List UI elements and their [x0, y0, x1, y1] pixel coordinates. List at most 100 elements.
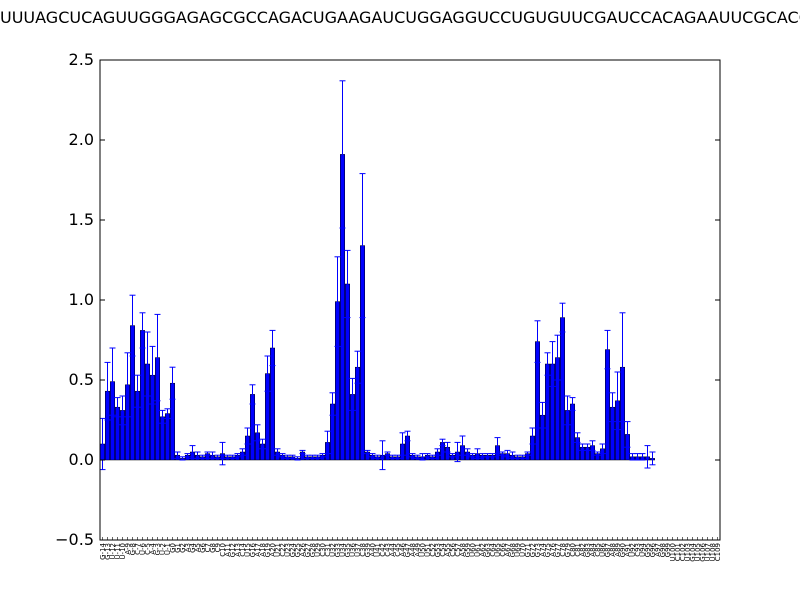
bar — [140, 330, 145, 461]
x-tick-label: C57 — [454, 543, 462, 557]
x-tick-label: U50 — [419, 543, 427, 557]
x-tick-label: A17 — [254, 543, 262, 557]
x-tick-label: C64 — [489, 542, 497, 556]
x-tick-label: U60 — [469, 543, 477, 557]
x-tick-label: U103 — [684, 543, 692, 561]
x-tick-label: G12 — [229, 543, 237, 557]
x-tick-label: C56 — [449, 542, 457, 556]
x-tick-label: C45 — [394, 543, 402, 557]
x-tick-label: U34 — [339, 542, 347, 557]
x-tick-label: A48 — [409, 543, 417, 557]
x-tick-label: U36 — [349, 542, 357, 557]
x-tick-label: A74 — [539, 542, 547, 556]
x-tick-label: A62 — [479, 543, 487, 557]
y-tick-label: 0.0 — [69, 450, 94, 469]
x-tick-label: C109 — [714, 543, 722, 561]
x-tick-label: U-1 — [164, 543, 172, 555]
x-tick-label: G-13 — [104, 543, 112, 560]
x-tick-label: G72 — [529, 543, 537, 557]
x-tick-label: U69 — [514, 543, 522, 557]
x-tick-label: U23 — [284, 543, 292, 557]
x-tick-label: A-4 — [149, 542, 157, 554]
x-tick-label: G27 — [304, 543, 312, 557]
x-tick-label: G19 — [264, 543, 272, 557]
bar — [560, 317, 565, 461]
x-tick-label: G47 — [404, 543, 412, 557]
x-tick-label: G4 — [189, 542, 197, 552]
x-tick-label: A55 — [444, 543, 452, 557]
x-tick-label: A84 — [589, 542, 597, 556]
x-tick-label: U70 — [519, 543, 527, 557]
x-tick-label: G98 — [659, 543, 667, 557]
x-tick-label: U32 — [329, 543, 337, 557]
x-tick-label: C38 — [359, 543, 367, 557]
x-tick-label: C85 — [594, 543, 602, 557]
x-tick-label: G68 — [509, 543, 517, 557]
x-tick-label: A26 — [299, 542, 307, 556]
x-tick-label: G77 — [554, 543, 562, 557]
x-tick-label: A3 — [184, 543, 192, 552]
x-tick-label: G96 — [649, 542, 657, 557]
x-tick-label: A89 — [614, 543, 622, 557]
x-tick-label: A5 — [194, 543, 202, 552]
x-tick-label: U-10 — [119, 543, 127, 560]
y-tick-label: 2.5 — [69, 50, 94, 69]
x-tick-label: G99 — [664, 543, 672, 557]
x-tick-label: U94 — [639, 542, 647, 557]
x-tick-label: C22 — [279, 543, 287, 557]
x-tick-label: U-6 — [139, 542, 147, 555]
x-tick-label: A76 — [549, 542, 557, 556]
x-tick-label: G28 — [309, 543, 317, 557]
x-tick-label: G1 — [174, 543, 182, 553]
x-tick-label: U51 — [424, 543, 432, 557]
x-tick-label: G0 — [169, 543, 177, 553]
bar — [570, 403, 575, 461]
x-tick-label: G87 — [604, 543, 612, 557]
x-tick-label: U37 — [354, 543, 362, 557]
x-tick-label: A97 — [654, 543, 662, 557]
x-tick-label: C101 — [674, 543, 682, 561]
x-tick-label: C10 — [219, 543, 227, 557]
x-tick-label: G104 — [689, 542, 697, 561]
x-tick-label: A46 — [399, 542, 407, 556]
x-tick-label: C9 — [214, 543, 222, 552]
x-tick-label: U107 — [704, 543, 712, 561]
x-tick-label: G63 — [484, 543, 492, 557]
x-tick-label: U29 — [314, 543, 322, 557]
bar — [165, 413, 170, 461]
x-tick-label: G16 — [249, 542, 257, 557]
x-tick-label: G79 — [564, 543, 572, 557]
x-tick-label: C102 — [679, 543, 687, 561]
x-tick-label: C66 — [499, 542, 507, 556]
x-tick-label: C42 — [379, 543, 387, 557]
x-tick-label: A11 — [224, 543, 232, 557]
x-tick-label: U92 — [629, 543, 637, 557]
y-tick-label: 1.0 — [69, 290, 94, 309]
x-tick-label: G35 — [344, 543, 352, 557]
x-tick-label: G71 — [524, 543, 532, 557]
x-tick-label: C-7 — [134, 543, 142, 555]
x-tick-label: G106 — [699, 542, 707, 561]
x-tick-label: U86 — [599, 542, 607, 557]
x-tick-label: A49 — [414, 543, 422, 557]
x-tick-label: A67 — [504, 543, 512, 557]
x-tick-label: A91 — [624, 543, 632, 557]
x-tick-label: A88 — [609, 543, 617, 557]
x-tick-label: U65 — [494, 543, 502, 557]
x-tick-label: U100 — [669, 543, 677, 561]
x-tick-label: A44 — [389, 542, 397, 556]
x-tick-label: G24 — [289, 542, 297, 557]
x-tick-label: A13 — [234, 543, 242, 557]
y-tick-label: 0.5 — [69, 370, 94, 389]
x-tick-label: G95 — [644, 543, 652, 557]
x-tick-label: G83 — [584, 543, 592, 557]
chart-title: UUUAGCUCAGUUGGGAGAGCGCCAGACUGAAGAUCUGGAG… — [0, 8, 800, 27]
x-tick-label: G75 — [544, 543, 552, 557]
y-tick-label: 1.5 — [69, 210, 94, 229]
x-tick-label: U108 — [709, 543, 717, 561]
x-tick-label: G73 — [534, 543, 542, 557]
x-tick-label: U61 — [474, 543, 482, 557]
x-tick-label: U41 — [374, 543, 382, 557]
x-tick-label: C78 — [559, 543, 567, 557]
